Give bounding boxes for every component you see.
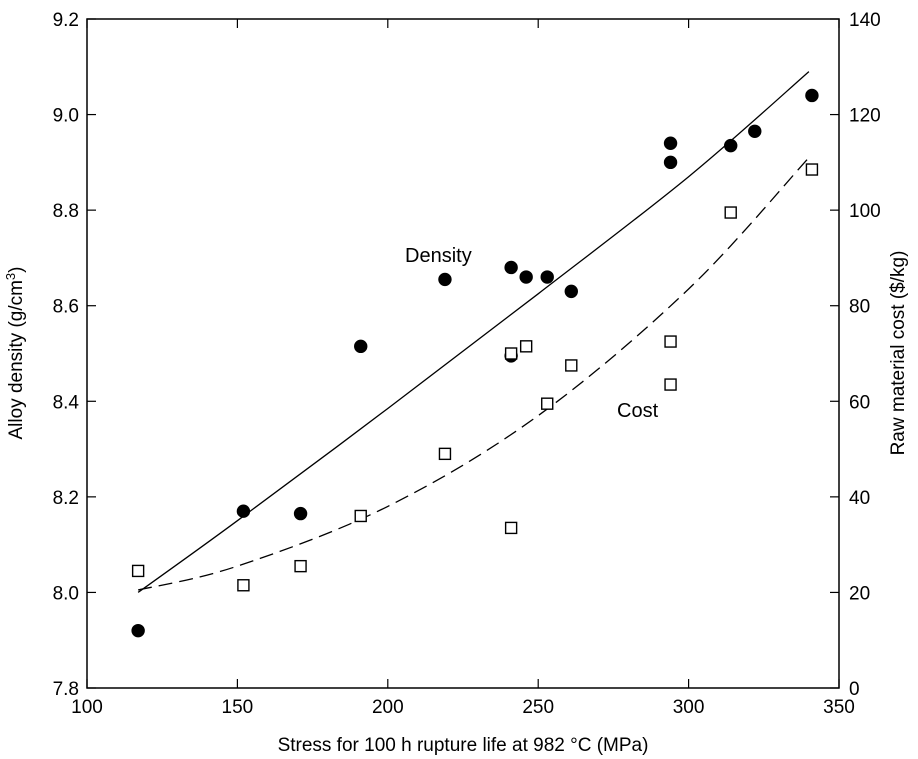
y-left-title-sup: 3 <box>3 273 18 280</box>
density-annotation: Density <box>405 245 472 267</box>
density-point <box>724 138 738 153</box>
density-point <box>564 284 578 299</box>
cost-point <box>354 509 367 523</box>
cost-annotation: Cost <box>617 400 659 422</box>
y-left-tick-label: 8.6 <box>53 297 79 318</box>
y-right-tick-label: 60 <box>849 392 870 413</box>
x-axis-title: Stress for 100 h rupture life at 982 °C … <box>278 735 649 756</box>
axis-ticks: 100 150 200 250 300 3507.88.08.28.48.68.89.09… <box>53 10 881 718</box>
cost-point <box>541 397 554 410</box>
fit-curves <box>137 71 810 593</box>
cost-point <box>664 335 677 348</box>
y-left-tick-label: 9.0 <box>53 106 79 127</box>
y-left-tick-label: 7.8 <box>53 679 79 700</box>
cost-fit-curve <box>137 157 810 591</box>
x-tick-label: 300 <box>673 697 705 718</box>
data-markers <box>131 88 819 638</box>
y-right-tick-label: 80 <box>849 297 870 318</box>
y-right-tick-label: 120 <box>849 106 881 127</box>
x-tick-label: 200 <box>372 697 404 718</box>
cost-point <box>504 521 518 535</box>
density-point <box>663 155 678 170</box>
y-left-tick-label: 8.4 <box>53 392 80 413</box>
y-right-tick-label: 140 <box>849 10 881 31</box>
cost-point <box>805 163 819 176</box>
cost-point <box>294 559 307 573</box>
y-left-tick-label: 9.2 <box>53 10 79 31</box>
y-left-title-tail: ) <box>6 266 27 272</box>
density-point <box>540 270 554 284</box>
density-point <box>438 272 452 287</box>
density-point <box>748 124 762 138</box>
cost-point <box>131 564 145 578</box>
x-tick-label: 350 <box>823 697 855 718</box>
x-tick-label: 250 <box>522 697 554 718</box>
cost-point <box>504 347 518 360</box>
y-left-tick-label: 8.2 <box>53 488 79 509</box>
density-point <box>663 136 678 150</box>
x-tick-label: 100 <box>71 697 103 718</box>
y-right-tick-label: 100 <box>849 201 881 222</box>
cost-point <box>565 359 578 372</box>
plot-frame <box>86 18 840 689</box>
cost-point <box>237 579 250 592</box>
density-point <box>236 504 251 518</box>
density-point <box>354 339 368 354</box>
density-point <box>519 270 533 284</box>
cost-point <box>438 447 452 461</box>
density-point <box>131 623 145 638</box>
y-right-axis-title: Raw material cost ($/kg) <box>888 251 909 456</box>
y-right-tick-label: 40 <box>849 488 870 509</box>
density-fit-curve <box>137 71 810 593</box>
y-left-tick-label: 8.8 <box>53 201 79 222</box>
density-point <box>805 88 819 103</box>
density-point <box>504 260 518 275</box>
y-left-tick-label: 8.0 <box>53 583 79 604</box>
cost-point <box>664 378 677 391</box>
cost-point <box>724 206 737 219</box>
x-tick-label: 150 <box>222 697 254 718</box>
y-right-tick-label: 20 <box>849 583 870 604</box>
density-point <box>293 506 308 521</box>
y-right-tick-label: 0 <box>849 679 860 700</box>
y-left-axis-title: Alloy density (g/cm3) <box>3 266 27 439</box>
cost-point <box>519 340 533 353</box>
y-left-title-main: Alloy density (g/cm <box>6 280 27 439</box>
